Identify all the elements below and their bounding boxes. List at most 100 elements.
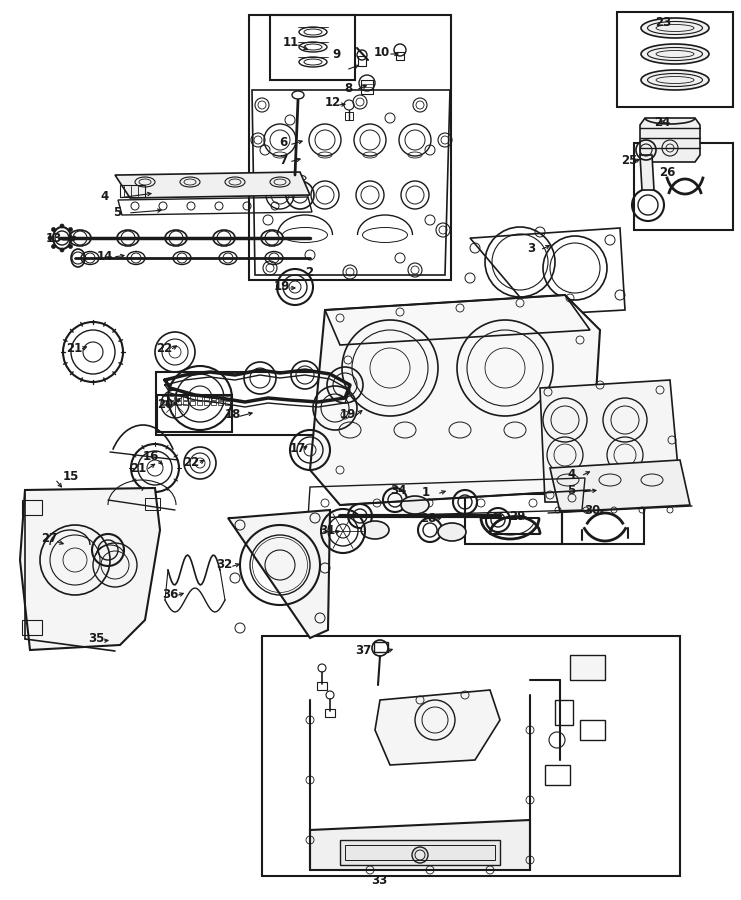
- Polygon shape: [375, 690, 500, 765]
- Text: 5: 5: [113, 205, 122, 219]
- Bar: [204, 401, 209, 405]
- Circle shape: [52, 228, 56, 231]
- Text: 22: 22: [183, 455, 199, 469]
- Polygon shape: [640, 155, 654, 190]
- Bar: [157, 395, 232, 432]
- Polygon shape: [550, 460, 690, 512]
- Bar: [562, 494, 644, 544]
- Text: 19: 19: [274, 280, 290, 292]
- Text: 3: 3: [527, 241, 535, 255]
- Bar: [22, 500, 42, 515]
- Text: 12: 12: [325, 96, 342, 110]
- Bar: [197, 396, 202, 400]
- Bar: [580, 720, 605, 740]
- Bar: [634, 143, 733, 230]
- Bar: [249, 15, 451, 280]
- Bar: [190, 396, 195, 400]
- Polygon shape: [228, 510, 330, 638]
- Text: 24: 24: [654, 115, 671, 129]
- Bar: [183, 396, 188, 400]
- Bar: [345, 845, 495, 860]
- Bar: [545, 765, 570, 785]
- Bar: [262, 636, 680, 876]
- Text: 35: 35: [88, 632, 104, 644]
- Circle shape: [68, 228, 73, 231]
- Bar: [555, 700, 573, 725]
- Text: 18: 18: [225, 409, 242, 421]
- Text: 21: 21: [130, 462, 146, 474]
- Bar: [183, 401, 188, 405]
- Text: 4: 4: [100, 190, 108, 203]
- Text: 28: 28: [420, 511, 436, 525]
- Polygon shape: [540, 380, 680, 502]
- Text: 29: 29: [509, 509, 525, 523]
- Text: 8: 8: [344, 82, 352, 94]
- Bar: [325, 709, 335, 717]
- Bar: [190, 401, 195, 405]
- Text: 22: 22: [156, 341, 172, 355]
- Text: 16: 16: [143, 449, 159, 463]
- Text: 27: 27: [41, 532, 57, 544]
- Bar: [176, 401, 181, 405]
- Polygon shape: [20, 488, 160, 650]
- Bar: [374, 642, 388, 652]
- Text: 36: 36: [162, 588, 179, 600]
- Circle shape: [68, 245, 73, 248]
- Bar: [270, 15, 355, 80]
- Circle shape: [60, 224, 64, 228]
- Ellipse shape: [438, 523, 466, 541]
- Text: 30: 30: [584, 505, 600, 518]
- Text: 11: 11: [283, 35, 299, 49]
- Text: 26: 26: [659, 166, 675, 179]
- Bar: [396, 52, 404, 60]
- Bar: [345, 112, 353, 120]
- Text: 21: 21: [66, 341, 82, 355]
- Circle shape: [48, 236, 52, 240]
- Text: 34: 34: [390, 483, 406, 497]
- Text: 9: 9: [332, 49, 340, 61]
- Polygon shape: [310, 820, 530, 870]
- Bar: [211, 396, 216, 400]
- Text: 10: 10: [374, 46, 391, 58]
- Text: 37: 37: [355, 644, 371, 656]
- Text: 20: 20: [157, 398, 173, 410]
- Bar: [211, 401, 216, 405]
- Bar: [225, 401, 230, 405]
- Circle shape: [60, 248, 64, 252]
- Text: 2: 2: [305, 266, 313, 278]
- Text: 14: 14: [97, 249, 113, 263]
- Ellipse shape: [361, 521, 389, 539]
- Bar: [204, 396, 209, 400]
- Text: 33: 33: [371, 874, 388, 886]
- Bar: [317, 682, 327, 690]
- Text: 19: 19: [340, 409, 356, 421]
- Circle shape: [52, 245, 56, 248]
- Bar: [570, 655, 605, 680]
- Ellipse shape: [641, 44, 709, 64]
- Text: 15: 15: [63, 470, 79, 482]
- Bar: [358, 56, 366, 66]
- Bar: [156, 372, 355, 435]
- Bar: [218, 396, 223, 400]
- Bar: [197, 401, 202, 405]
- Circle shape: [72, 236, 76, 240]
- Text: 32: 32: [216, 559, 232, 572]
- Text: 17: 17: [290, 442, 306, 454]
- Bar: [169, 396, 174, 400]
- Bar: [465, 494, 562, 544]
- Bar: [162, 401, 167, 405]
- Text: 6: 6: [279, 137, 288, 149]
- Text: 31: 31: [319, 525, 335, 537]
- Text: 25: 25: [621, 154, 637, 166]
- Bar: [162, 396, 167, 400]
- Bar: [22, 620, 42, 635]
- Text: 7: 7: [279, 154, 287, 166]
- Bar: [120, 185, 145, 197]
- Bar: [169, 401, 174, 405]
- Bar: [145, 498, 160, 510]
- Bar: [225, 396, 230, 400]
- Bar: [617, 12, 733, 107]
- Text: 23: 23: [655, 15, 671, 29]
- Polygon shape: [640, 118, 700, 162]
- Text: 5: 5: [567, 483, 575, 497]
